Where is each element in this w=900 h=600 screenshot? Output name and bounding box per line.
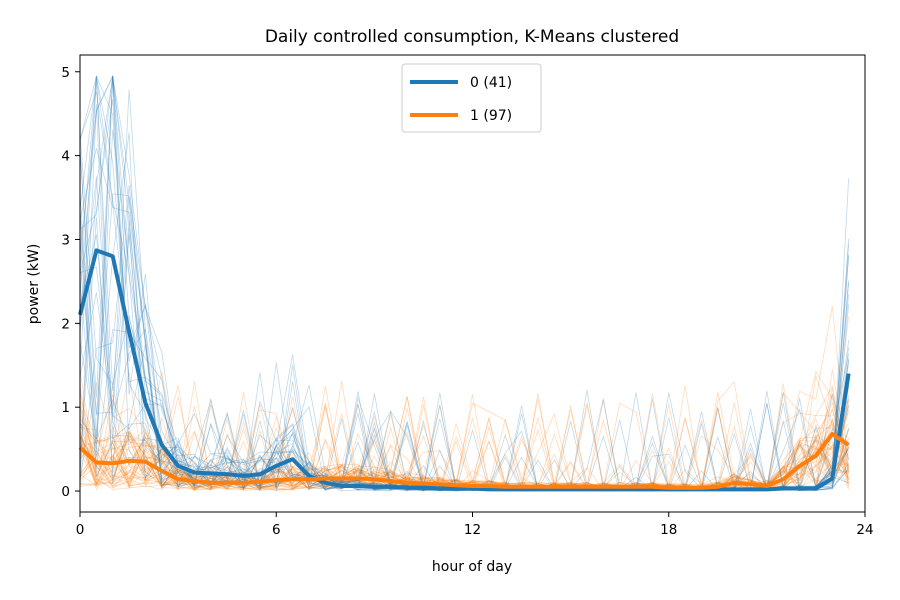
series-line-cluster-1 bbox=[78, 432, 850, 490]
y-tick-label: 1 bbox=[61, 400, 70, 416]
mean-curves bbox=[78, 248, 851, 492]
x-tick-label: 12 bbox=[464, 522, 481, 538]
x-tick-label: 24 bbox=[856, 522, 873, 538]
individual-day-curve bbox=[79, 305, 849, 492]
x-axis: 0 6 12 18 24 bbox=[76, 512, 874, 538]
chart-title: Daily controlled consumption, K-Means cl… bbox=[265, 27, 679, 47]
y-tick-label: 5 bbox=[61, 65, 70, 81]
legend: 0 (41) 1 (97) bbox=[401, 63, 542, 133]
x-tick-label: 18 bbox=[660, 522, 677, 538]
x-tick-label: 0 bbox=[76, 522, 85, 538]
y-tick-label: 4 bbox=[61, 149, 70, 165]
x-tick-label: 6 bbox=[272, 522, 281, 538]
y-axis-label: power (kW) bbox=[26, 244, 42, 325]
legend-label-cluster-0: 0 (41) bbox=[470, 75, 512, 91]
y-tick-label: 3 bbox=[61, 232, 70, 248]
series-line-cluster-0 bbox=[78, 248, 851, 492]
y-axis: 0 1 2 3 4 5 bbox=[61, 65, 80, 500]
legend-label-cluster-1: 1 (97) bbox=[470, 108, 512, 124]
y-tick-label: 0 bbox=[61, 484, 70, 500]
x-axis-label: hour of day bbox=[432, 559, 512, 575]
individual-day-curve bbox=[79, 396, 849, 492]
y-tick-label: 2 bbox=[61, 316, 70, 332]
